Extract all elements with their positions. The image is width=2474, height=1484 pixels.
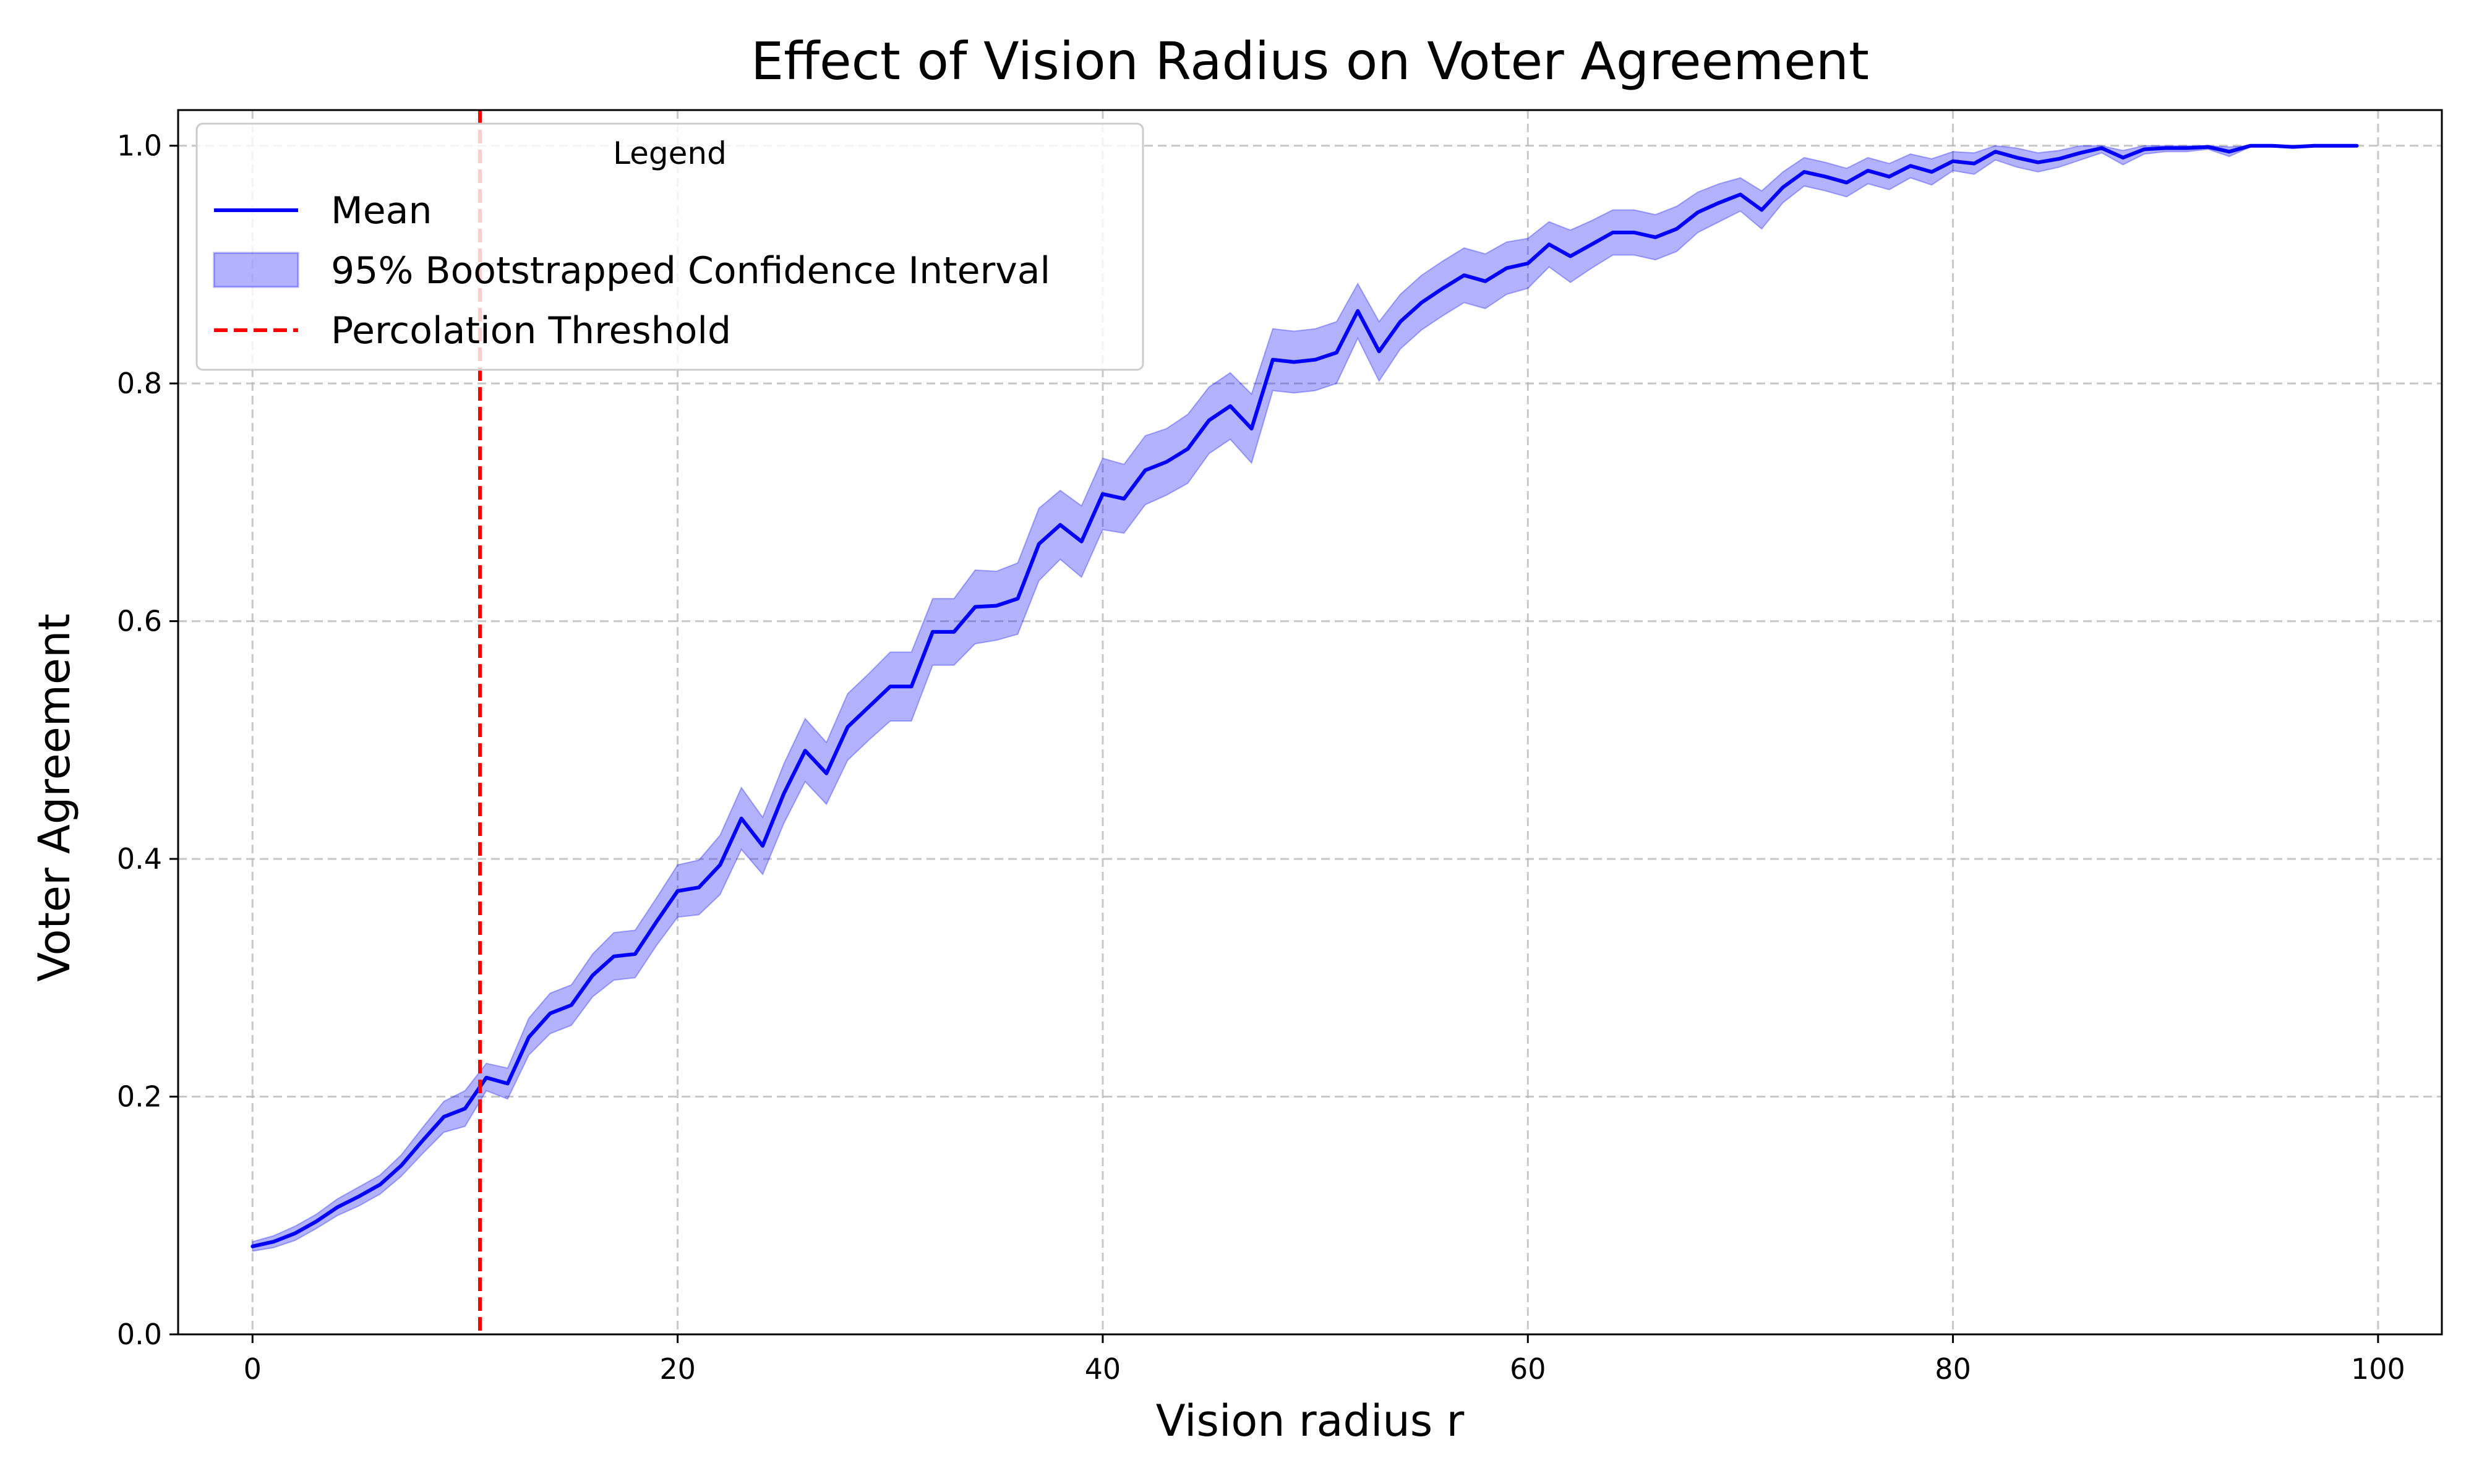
y-axis-label: Voter Agreement bbox=[29, 613, 80, 982]
y-tick-label: 0.4 bbox=[117, 842, 162, 876]
x-tick-label: 100 bbox=[2351, 1352, 2405, 1386]
legend-mean-label: Mean bbox=[331, 189, 432, 232]
chart-title: Effect of Vision Radius on Voter Agreeme… bbox=[751, 31, 1869, 92]
legend-threshold-label: Percolation Threshold bbox=[331, 309, 731, 352]
legend-box bbox=[195, 122, 1144, 371]
y-tick-label: 0.8 bbox=[117, 367, 162, 400]
legend-title: Legend bbox=[613, 135, 727, 171]
y-tick-label: 0.6 bbox=[117, 605, 162, 638]
legend-ci-swatch bbox=[213, 252, 299, 288]
axis-ticks: 0 20 40 60 80 100 0.0 0.2 0.4 0.6 0.8 1.0 bbox=[117, 129, 2405, 1386]
x-tick-label: 20 bbox=[659, 1352, 696, 1386]
mean-line-layer bbox=[250, 143, 2359, 1248]
x-tick-label: 60 bbox=[1510, 1352, 1546, 1386]
legend-ci-label: 95% Bootstrapped Confidence Interval bbox=[331, 249, 1050, 292]
x-tick-label: 80 bbox=[1935, 1352, 1971, 1386]
y-tick-label: 0.2 bbox=[117, 1080, 162, 1114]
mean-line bbox=[250, 143, 2359, 1248]
x-axis-label: Vision radius r bbox=[1156, 1396, 1465, 1446]
x-tick-label: 0 bbox=[244, 1352, 262, 1386]
plot-frame bbox=[177, 109, 2443, 1336]
y-tick-label: 1.0 bbox=[117, 129, 162, 163]
y-tick-label: 0.0 bbox=[117, 1318, 162, 1351]
legend: Legend Mean 95% Bootstrapped Confidence … bbox=[195, 122, 1144, 371]
x-tick-label: 40 bbox=[1085, 1352, 1121, 1386]
